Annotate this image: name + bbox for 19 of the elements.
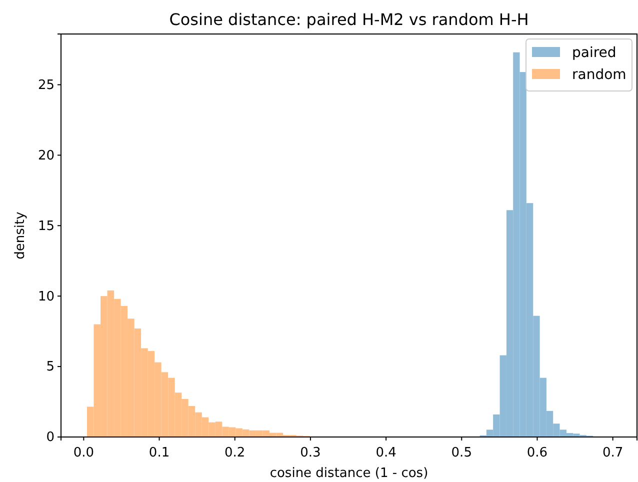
x-tick-label: 0.2	[224, 446, 246, 460]
x-axis-title: cosine distance (1 - cos)	[270, 466, 428, 481]
chart-title: Cosine distance: paired H-M2 vs random H-H	[169, 10, 529, 29]
y-axis-title: density	[13, 211, 28, 260]
x-tick-label: 0.4	[376, 446, 396, 460]
x-tick-label: 0.6	[526, 446, 548, 460]
legend-label: random	[572, 67, 626, 83]
legend-label: paired	[572, 45, 616, 61]
x-tick-label: 0.3	[300, 446, 321, 460]
x-tick-label: 0.1	[148, 446, 170, 460]
y-tick-label: 25	[38, 78, 54, 93]
y-tick-label: 20	[38, 148, 54, 164]
x-tick-label: 0.0	[73, 446, 94, 460]
y-tick-label: 0	[46, 430, 54, 446]
y-tick-label: 5	[46, 360, 54, 375]
x-tick-label: 0.5	[451, 446, 472, 460]
y-tick-label: 15	[38, 218, 54, 234]
x-tick-label: 0.7	[602, 446, 624, 460]
y-tick-label: 10	[38, 289, 54, 304]
